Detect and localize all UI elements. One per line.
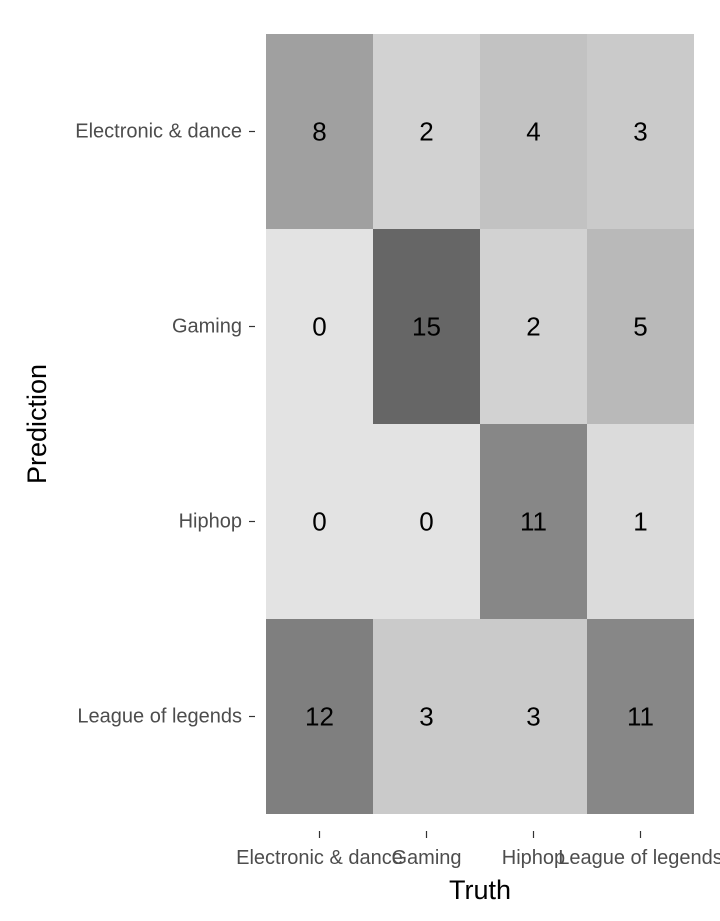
cell-value-label: 4 xyxy=(526,117,540,147)
cell-value-label: 8 xyxy=(312,117,326,147)
heatmap-cell xyxy=(266,229,373,424)
cell-value-label: 11 xyxy=(627,702,654,732)
heatmap-cell-labels: 8 2 4 30 15 2 50 0 11 112 3 3 11 xyxy=(305,117,654,732)
heatmap-cell xyxy=(373,229,480,424)
y-tick-label: Hiphop xyxy=(179,511,242,533)
heatmap-cell xyxy=(480,229,587,424)
heatmap-cell xyxy=(587,619,694,814)
heatmap-cell xyxy=(373,424,480,619)
x-axis-title: Truth xyxy=(449,875,511,905)
cell-value-label: 15 xyxy=(412,312,441,342)
heatmap-cell xyxy=(266,619,373,814)
heatmap-cell xyxy=(587,34,694,229)
heatmap-cell xyxy=(587,424,694,619)
cell-value-label: 3 xyxy=(526,702,540,732)
heatmap-cells xyxy=(266,34,694,814)
cell-value-label: 1 xyxy=(633,507,647,537)
heatmap-cell xyxy=(480,34,587,229)
x-tick-label: Hiphop xyxy=(502,847,565,869)
y-axis: Electronic & dance Gaming Hiphop League of … xyxy=(75,121,255,728)
heatmap-cell xyxy=(480,619,587,814)
heatmap-cell xyxy=(266,34,373,229)
cell-value-label: 2 xyxy=(526,312,540,342)
x-tick-label: Electronic & dance xyxy=(236,847,403,869)
cell-value-label: 3 xyxy=(633,117,647,147)
heatmap-cell xyxy=(266,424,373,619)
y-axis-title: Prediction xyxy=(22,364,52,484)
cell-value-label: 5 xyxy=(633,312,647,342)
y-tick-label: League of legends xyxy=(77,706,242,728)
y-tick-label: Electronic & dance xyxy=(75,121,242,143)
y-tick-label: Gaming xyxy=(172,316,242,338)
cell-value-label: 0 xyxy=(419,507,433,537)
cell-value-label: 0 xyxy=(312,507,326,537)
heatmap-cell xyxy=(373,619,480,814)
cell-value-label: 2 xyxy=(419,117,433,147)
heatmap-cell xyxy=(480,424,587,619)
cell-value-label: 0 xyxy=(312,312,326,342)
cell-value-label: 3 xyxy=(419,702,433,732)
x-tick-label: Gaming xyxy=(391,847,461,869)
x-tick-label: League of legends xyxy=(558,847,720,869)
heatmap-cell xyxy=(373,34,480,229)
heatmap-cell xyxy=(587,229,694,424)
cell-value-label: 11 xyxy=(520,507,547,537)
cell-value-label: 12 xyxy=(305,702,334,732)
